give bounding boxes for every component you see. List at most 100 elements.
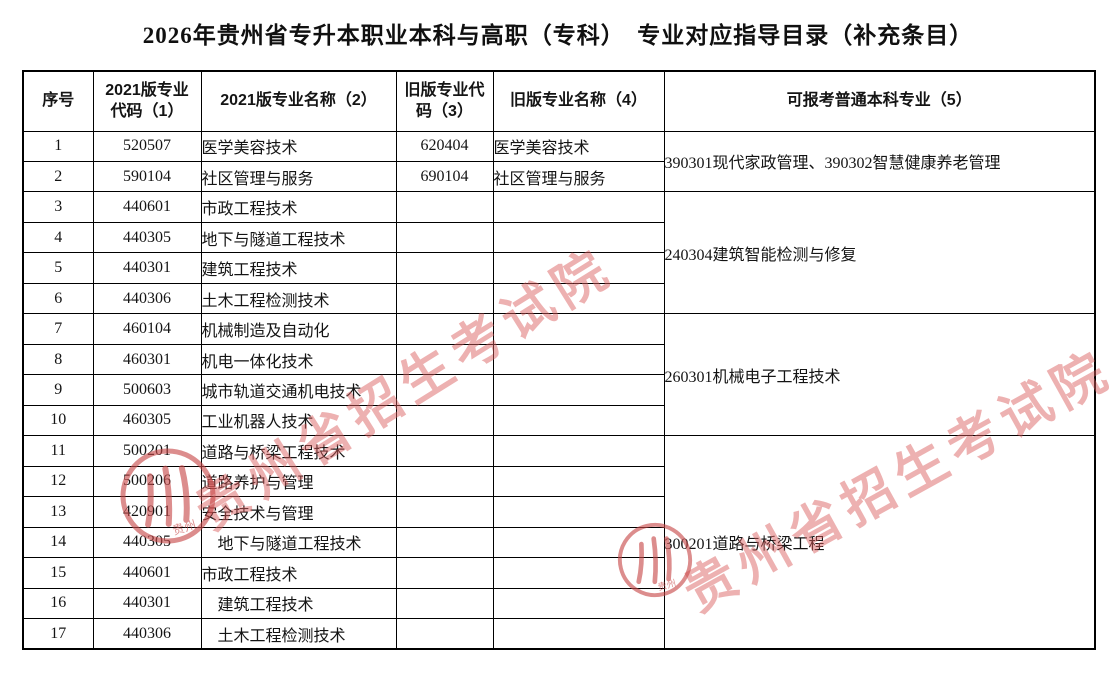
cell-name-old [492,435,665,467]
cell-code-old [395,465,494,498]
cell-name-2021: 城市轨道交通机电技术 [200,374,397,406]
cell-no: 12 [22,465,94,498]
cell-name-2021: 建筑工程技术 [200,252,397,284]
cell-name-old: 社区管理与服务 [492,160,665,193]
cell-code-2021: 440306 [92,618,202,650]
cell-target-majors: 300201道路与桥梁工程 [663,435,1096,650]
cell-name-2021: 社区管理与服务 [200,160,397,193]
cell-name-2021: 道路养护与管理 [200,465,397,498]
cell-code-2021: 590104 [92,160,202,193]
table-row: 2 590104 社区管理与服务 690104 社区管理与服务 [22,160,1095,193]
cell-no: 1 [22,130,94,162]
cell-name-old [492,526,665,559]
col-header-code-2021: 2021版专业代码（1） [92,70,202,132]
cell-code-old: 620404 [395,130,494,162]
cell-name-2021: 安全技术与管理 [200,496,397,528]
cell-code-old [395,557,494,589]
cell-name-2021: 建筑工程技术 [200,587,397,620]
cell-name-2021: 医学美容技术 [200,130,397,162]
cell-no: 3 [22,191,94,223]
cell-no: 7 [22,313,94,345]
cell-no: 2 [22,160,94,193]
cell-no: 10 [22,404,94,437]
cell-name-old [492,374,665,406]
cell-code-old [395,374,494,406]
table-row: 10 460305 工业机器人技术 [22,404,1095,437]
cell-code-old [395,221,494,254]
cell-name-old [492,282,665,315]
table-row: 8 460301 机电一体化技术 [22,343,1095,376]
cell-code-old [395,313,494,345]
table-row: 11 500201 道路与桥梁工程技术 300201道路与桥梁工程 [22,435,1096,650]
cell-name-old [492,221,665,254]
cell-target-majors: 260301机械电子工程技术 [663,313,1096,437]
cell-name-2021: 道路与桥梁工程技术 [200,435,397,467]
cell-code-2021: 440601 [92,557,202,589]
cell-name-old [492,252,665,284]
cell-name-old [492,191,665,223]
cell-code-old [395,496,494,528]
cell-target-majors: 240304建筑智能检测与修复 [663,191,1096,315]
cell-name-2021: 土木工程检测技术 [200,618,397,650]
cell-code-2021: 440301 [92,252,202,284]
cell-name-old [492,557,665,589]
cell-name-2021: 市政工程技术 [200,557,397,589]
col-header-code-old: 旧版专业代码（3） [395,70,494,132]
cell-name-old [492,587,665,620]
cell-code-2021: 500201 [92,435,202,467]
cell-no: 14 [22,526,94,559]
cell-no: 17 [22,618,94,650]
majors-table: 序号 2021版专业代码（1） 2021版专业名称（2） 旧版专业代码（3） 旧… [22,70,1096,650]
table-row: 7 460104 机械制造及自动化 260301机械电子工程技术 [22,313,1096,437]
cell-no: 9 [22,374,94,406]
cell-no: 5 [22,252,94,284]
cell-code-old: 690104 [395,160,494,193]
cell-no: 16 [22,587,94,620]
cell-code-2021: 460305 [92,404,202,437]
cell-name-old [492,404,665,437]
cell-no: 8 [22,343,94,376]
cell-no: 4 [22,221,94,254]
cell-name-2021: 土木工程检测技术 [200,282,397,315]
cell-name-old [492,496,665,528]
cell-name-2021: 地下与隧道工程技术 [200,221,397,254]
cell-name-2021: 工业机器人技术 [200,404,397,437]
cell-name-2021: 机电一体化技术 [200,343,397,376]
col-header-no: 序号 [22,70,94,132]
cell-code-2021: 420901 [92,496,202,528]
cell-code-old [395,252,494,284]
cell-code-2021: 500603 [92,374,202,406]
cell-name-old [492,313,665,345]
cell-name-2021: 市政工程技术 [200,191,397,223]
table-row: 5 440301 建筑工程技术 [22,252,1095,284]
cell-code-2021: 500206 [92,465,202,498]
page-title: 2026年贵州省专升本职业本科与高职（专科） 专业对应指导目录（补充条目） [142,23,974,48]
cell-no: 13 [22,496,94,528]
col-header-target-majors: 可报考普通本科专业（5） [663,70,1096,132]
table-row: 17 440306 土木工程检测技术 [22,618,1095,650]
cell-code-old [395,587,494,620]
cell-no: 15 [22,557,94,589]
cell-code-old [395,343,494,376]
cell-name-old: 医学美容技术 [492,130,665,162]
cell-code-2021: 440305 [92,526,202,559]
cell-code-2021: 460301 [92,343,202,376]
cell-code-old [395,526,494,559]
table-row: 1 520507 医学美容技术 620404 医学美容技术 390301现代家政… [22,130,1096,193]
cell-code-old [395,404,494,437]
cell-code-2021: 460104 [92,313,202,345]
cell-name-2021: 地下与隧道工程技术 [200,526,397,559]
cell-code-old [395,282,494,315]
cell-no: 6 [22,282,94,315]
cell-code-2021: 440306 [92,282,202,315]
cell-name-old [492,465,665,498]
cell-code-2021: 440301 [92,587,202,620]
table-row: 6 440306 土木工程检测技术 [22,282,1095,315]
cell-no: 11 [22,435,94,467]
table-row: 3 440601 市政工程技术 240304建筑智能检测与修复 [22,191,1096,315]
cell-name-old [492,343,665,376]
cell-name-old [492,618,665,650]
cell-code-2021: 440601 [92,191,202,223]
table-row: 9 500603 城市轨道交通机电技术 [22,374,1095,406]
cell-code-2021: 440305 [92,221,202,254]
